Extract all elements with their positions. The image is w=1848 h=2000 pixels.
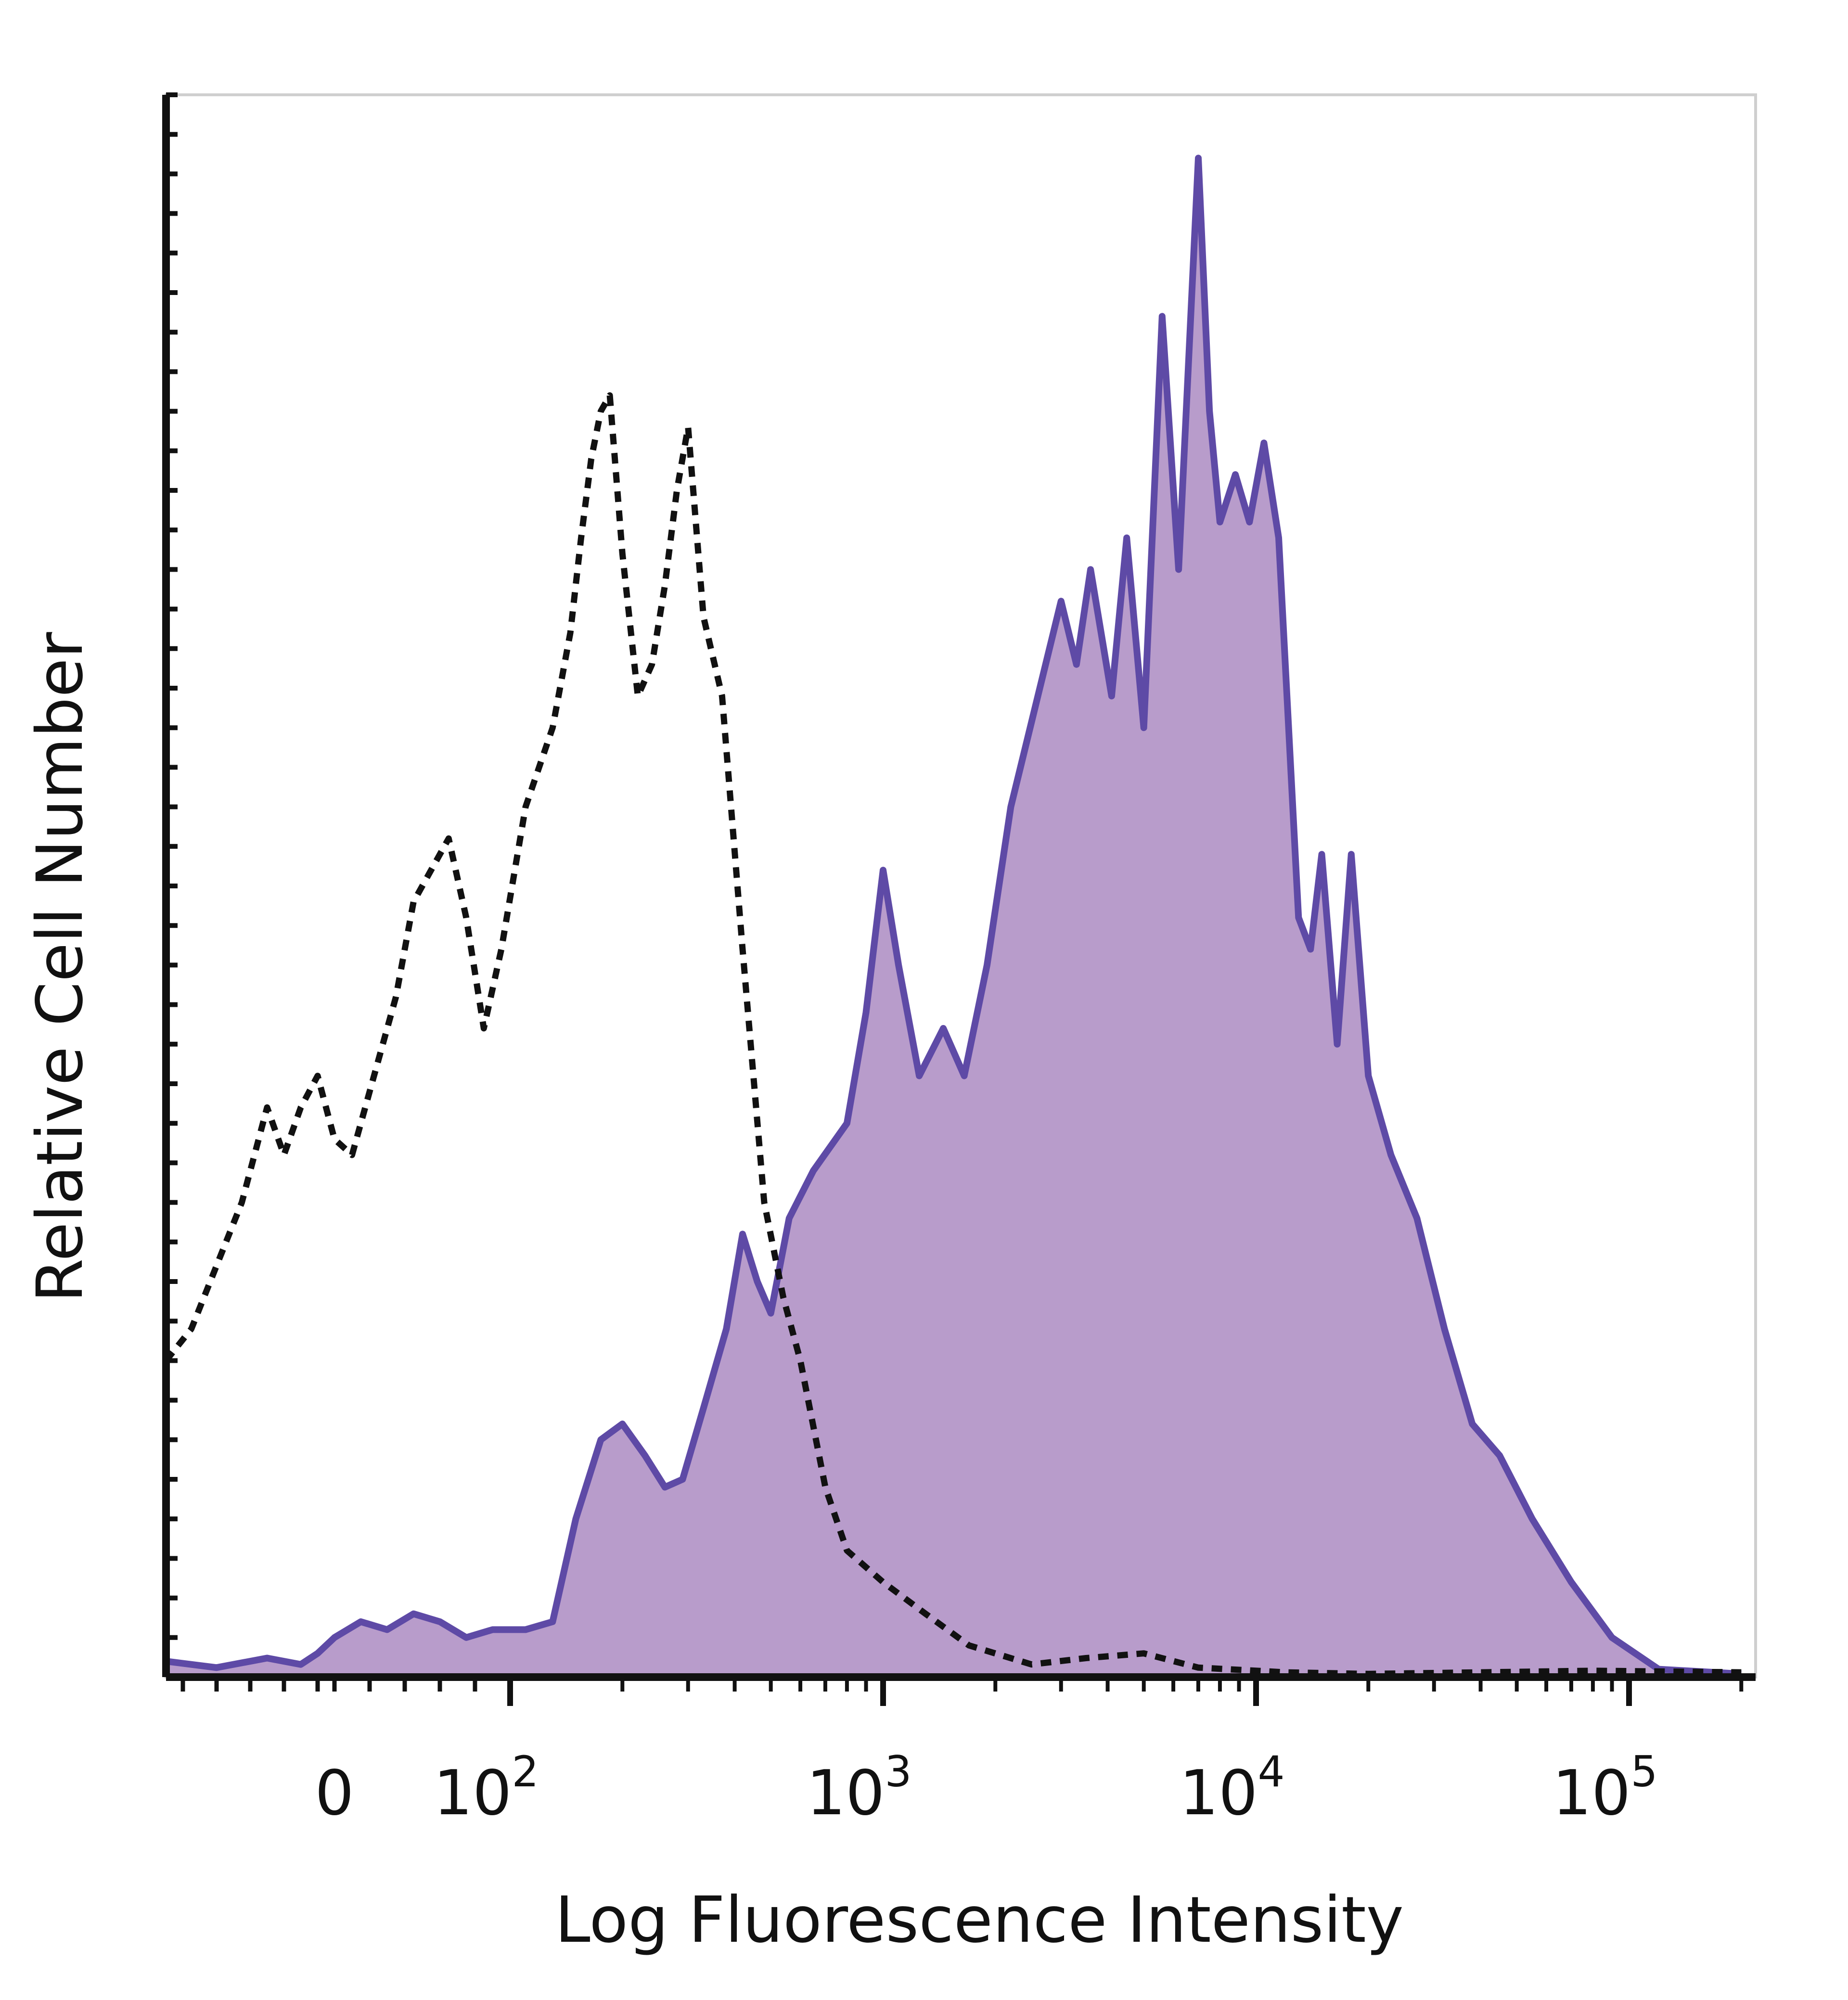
control-histogram-line [163, 392, 1742, 1677]
stained-histogram-line [166, 154, 1742, 1678]
x-tick-label-base: 10 [807, 1757, 885, 1829]
x-tick-label: 105 [1553, 1747, 1658, 1829]
x-axis-title: Log Fluorescence Intensity [555, 1883, 1404, 1957]
x-tick-label-exponent: 5 [1630, 1747, 1657, 1796]
x-tick-label-base: 0 [315, 1757, 354, 1829]
plot-layer [163, 154, 1742, 1678]
x-tick-label: 103 [807, 1747, 912, 1829]
y-axis-title: Relative Cell Number [23, 632, 97, 1303]
x-tick-label-base: 10 [1553, 1757, 1631, 1829]
x-tick-label: 104 [1180, 1747, 1285, 1829]
x-tick-labels: 0 102 103 104 105 [315, 1747, 1657, 1829]
x-tick-label-base: 10 [434, 1757, 512, 1829]
x-tick-label-exponent: 3 [885, 1747, 911, 1796]
x-tick-label-exponent: 2 [512, 1747, 539, 1796]
x-tick-marks [166, 92, 1744, 1706]
x-tick-label: 0 [315, 1757, 354, 1829]
x-tick-label-base: 10 [1180, 1757, 1258, 1829]
x-tick-label: 102 [434, 1747, 539, 1829]
x-tick-label-exponent: 4 [1258, 1747, 1284, 1796]
stained-histogram-fill [166, 158, 1742, 1677]
